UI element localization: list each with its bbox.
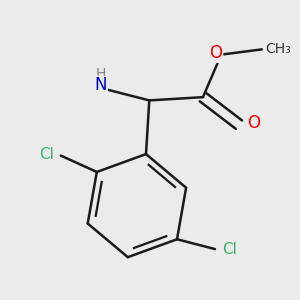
Text: N: N [94, 76, 107, 94]
Text: Cl: Cl [222, 242, 237, 256]
Text: Cl: Cl [39, 147, 54, 162]
Text: O: O [209, 44, 223, 62]
Text: CH₃: CH₃ [265, 42, 291, 56]
Text: H: H [96, 67, 106, 81]
Text: O: O [247, 114, 260, 132]
